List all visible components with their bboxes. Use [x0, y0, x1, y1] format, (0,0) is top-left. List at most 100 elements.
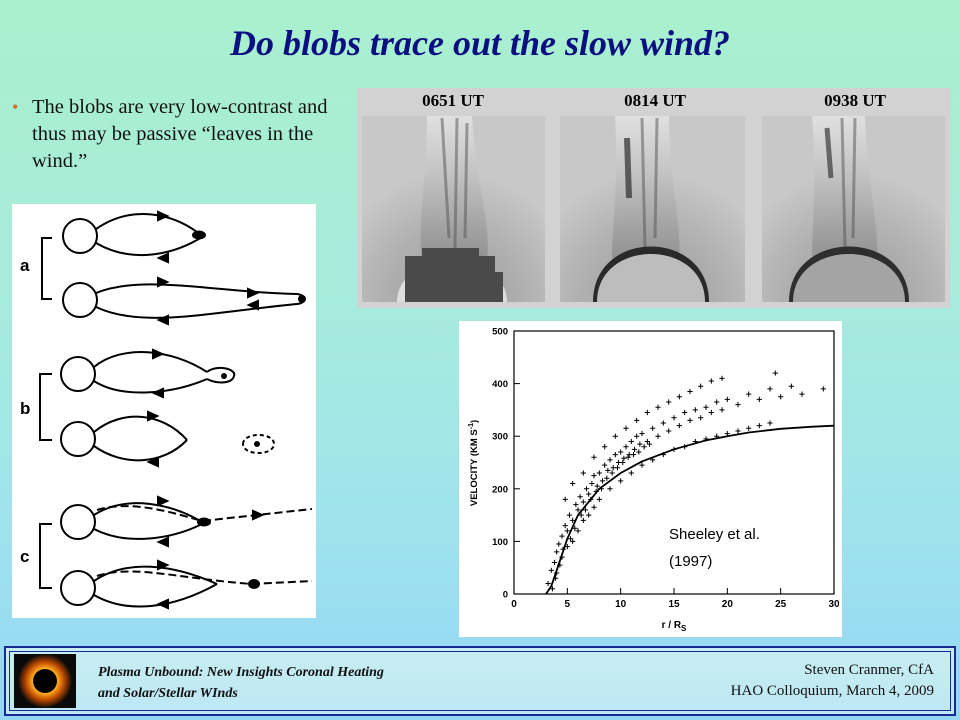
data-point: [767, 386, 773, 392]
x-axis-label: r / RS: [662, 620, 687, 633]
slide-footer: Plasma Unbound: New Insights Coronal Hea…: [4, 646, 956, 716]
data-point: [628, 470, 634, 476]
data-point: [612, 433, 618, 439]
data-point: [548, 567, 554, 573]
data-point: [655, 433, 661, 439]
y-tick-label: 500: [492, 327, 508, 338]
y-tick-label: 400: [492, 379, 508, 390]
data-point: [666, 399, 672, 405]
solar-corona-logo: [14, 654, 76, 708]
x-tick-label: 5: [565, 599, 571, 610]
data-point: [746, 425, 752, 431]
time-label-0651: 0651 UT: [422, 91, 485, 110]
data-point: [620, 459, 626, 466]
y-tick-label: 100: [492, 537, 508, 548]
data-point: [692, 407, 698, 413]
data-point: [676, 423, 682, 429]
data-point: [562, 523, 568, 529]
blob-schematic-figure: a b c: [12, 204, 316, 618]
data-point: [591, 473, 597, 479]
y-tick-label: 0: [503, 590, 508, 601]
data-point: [582, 507, 589, 513]
data-point: [573, 501, 579, 508]
data-point: [618, 478, 624, 484]
data-point: [767, 420, 773, 426]
data-point: [578, 512, 584, 518]
data-point: [735, 402, 741, 408]
data-point: [637, 441, 643, 447]
data-point: [820, 386, 826, 392]
data-point: [602, 444, 608, 450]
data-point: [756, 396, 762, 402]
data-point: [575, 507, 581, 513]
data-point: [772, 370, 778, 376]
data-point: [636, 449, 642, 455]
y-tick-label: 300: [492, 432, 508, 443]
data-point: [577, 494, 583, 500]
footer-title-line-1: Plasma Unbound: New Insights Coronal Hea…: [98, 665, 384, 680]
data-point: [596, 496, 602, 502]
slide-title: Do blobs trace out the slow wind?: [229, 23, 731, 63]
data-point: [631, 446, 638, 452]
data-point: [586, 512, 592, 518]
data-point: [566, 512, 573, 518]
data-point: [628, 438, 634, 445]
x-tick-label: 20: [722, 599, 734, 610]
data-point: [562, 496, 568, 502]
data-point: [570, 538, 576, 544]
footer-author: Steven Cranmer, CfA: [804, 662, 934, 678]
data-point: [756, 423, 762, 429]
velocity-fit-curve: [545, 424, 835, 595]
citation-line-2: (1997): [669, 553, 712, 570]
data-point: [586, 491, 592, 497]
x-tick-label: 25: [775, 599, 787, 610]
data-point: [604, 475, 610, 481]
data-point: [607, 486, 613, 492]
data-point: [708, 378, 714, 384]
data-point: [746, 391, 752, 397]
x-tick-label: 30: [828, 599, 840, 610]
data-point: [703, 404, 709, 410]
data-point: [682, 409, 688, 416]
data-point: [724, 396, 730, 402]
data-point: [570, 517, 576, 523]
data-point: [580, 470, 586, 476]
annotation-background: [664, 520, 794, 576]
data-point: [655, 404, 661, 410]
data-point: [630, 452, 637, 458]
time-label-0814: 0814 UT: [624, 91, 687, 110]
data-point: [698, 383, 704, 389]
data-point: [644, 409, 650, 416]
data-point: [646, 441, 653, 447]
data-point: [621, 455, 627, 461]
data-point: [676, 394, 682, 400]
data-point: [614, 465, 621, 471]
blob-schematic-svg: a b c: [20, 210, 313, 610]
data-point: [719, 375, 725, 381]
data-point: [559, 533, 565, 539]
data-point: [556, 541, 562, 547]
footer-title-line-2: and Solar/Stellar WInds: [98, 686, 238, 701]
data-point: [708, 409, 714, 416]
data-point: [634, 433, 640, 439]
data-point: [687, 388, 693, 395]
data-point: [650, 425, 656, 431]
data-point: [719, 407, 725, 413]
data-point: [602, 462, 608, 468]
data-point: [609, 470, 615, 476]
x-tick-label: 15: [668, 599, 680, 610]
footer-venue-date: HAO Colloquium, March 4, 2009: [730, 683, 934, 699]
y-axis-label: VELOCITY (KM S-1): [468, 420, 480, 506]
data-point: [671, 415, 677, 421]
data-point: [799, 391, 805, 397]
bullet-point: • The blobs are very low-contrast and th…: [12, 94, 342, 175]
coronagraph-sequence-svg: 0651 UT 0814 UT 0938 UT: [357, 88, 950, 308]
data-point: [591, 454, 597, 460]
citation-line-1: Sheeley et al.: [669, 526, 760, 543]
data-point: [660, 420, 666, 426]
data-point: [594, 483, 600, 489]
data-point: [634, 417, 640, 424]
data-point: [625, 454, 631, 460]
data-point: [605, 467, 611, 473]
